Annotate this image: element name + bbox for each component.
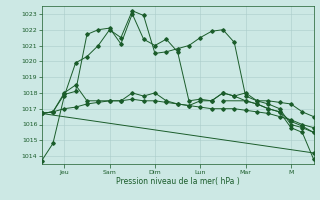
X-axis label: Pression niveau de la mer( hPa ): Pression niveau de la mer( hPa ) bbox=[116, 177, 239, 186]
